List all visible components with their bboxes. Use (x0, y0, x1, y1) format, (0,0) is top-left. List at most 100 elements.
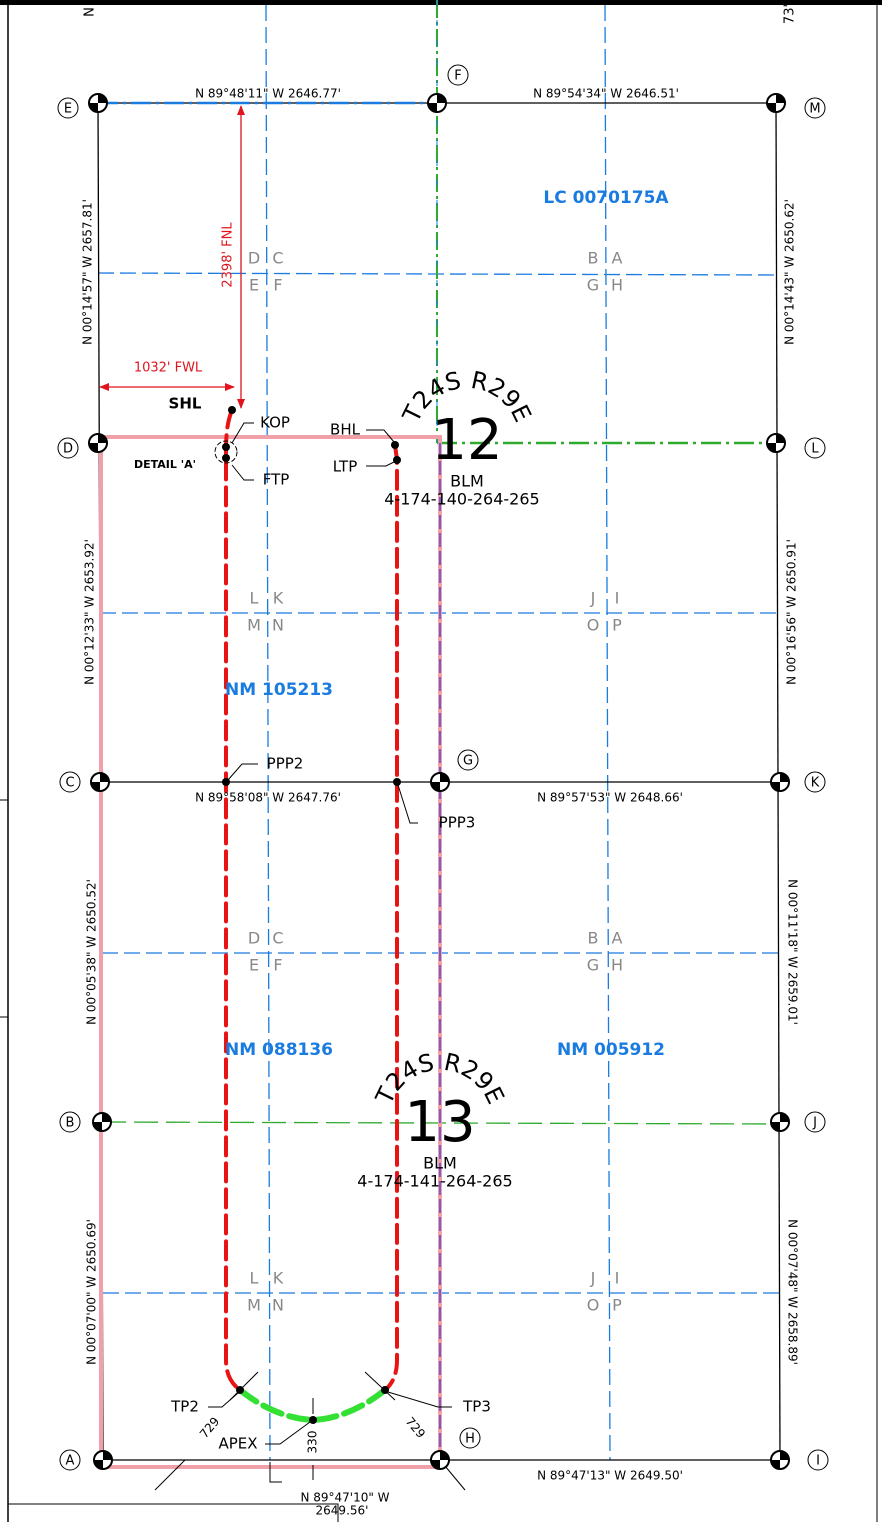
corner-label: H (465, 1432, 475, 1447)
point-label: PPP3 (439, 814, 476, 832)
point-label: PPP2 (267, 755, 304, 773)
corner-ring (459, 1427, 481, 1449)
quarter-label: C (272, 929, 283, 948)
monument (430, 1450, 450, 1470)
section-number: 12 (431, 408, 502, 473)
monument-fill (771, 773, 789, 791)
quarter-label: D (248, 249, 260, 268)
section-number: 13 (404, 1090, 475, 1155)
bearing-label: N 89°48'11" W 2646.77' (195, 87, 341, 101)
well-paths (214, 408, 399, 1424)
bearing-label: N 89°47'13" W 2649.50' (537, 1469, 683, 1483)
quarter-label: L (250, 1269, 259, 1288)
point-label: LTP (333, 458, 358, 476)
offset-label: 330 (306, 1431, 320, 1454)
quarter-label: O (587, 1296, 600, 1315)
corner-label: M (809, 102, 820, 117)
quarter-label: B (588, 249, 599, 268)
bearing-label: N 00°07'48" W 2658.89' (786, 1219, 800, 1365)
monument-fill (771, 1113, 789, 1131)
bearing-label: N 00°16'56" W 2650.91' (785, 539, 799, 685)
quarter-label: I (615, 589, 620, 608)
edge-label: N (83, 7, 98, 17)
dimension-lines (99, 105, 245, 409)
monument-fill (428, 94, 446, 112)
bearing-label: N 00°14'57" W 2657.81' (81, 199, 95, 345)
quarter-label: P (612, 1296, 622, 1315)
corner-label: D (63, 442, 73, 457)
monument-fill (431, 1451, 449, 1469)
bearing-label: N 89°58'08" W 2647.76' (195, 791, 341, 805)
quarter-label: L (250, 589, 259, 608)
quarter-label: E (249, 276, 259, 295)
corner-label: L (811, 442, 819, 457)
point-label: TP2 (170, 1398, 199, 1416)
lease-label: NM 105213 (225, 680, 333, 700)
corner-ring (59, 1111, 81, 1133)
quarter-label: M (247, 1296, 261, 1315)
corner-label: K (811, 776, 820, 791)
monument-fill (767, 94, 785, 112)
offset-label: 729 (403, 1414, 428, 1441)
corner-ring (57, 437, 79, 459)
corner-ring (807, 1449, 829, 1471)
monument (766, 433, 786, 453)
bearing-label: 2649.56' (316, 1504, 369, 1518)
section-id: 4-174-140-264-265 (384, 490, 539, 509)
quarter-label: K (273, 589, 284, 608)
dimension-label: 2398' FNL (221, 222, 236, 288)
lease-label: LC 0070175A (543, 188, 669, 208)
monument-fill (89, 94, 107, 112)
quarter-label: J (590, 1269, 596, 1288)
dimension-label: 1032' FWL (134, 361, 203, 376)
bearing-label: N 00°14'43" W 2650.62' (783, 199, 797, 345)
monument-fill (91, 773, 109, 791)
quarter-label: K (273, 1269, 284, 1288)
corner-ring (804, 1111, 826, 1133)
monument-fill (93, 1113, 111, 1131)
corner-label: C (65, 776, 74, 791)
corner-ring (447, 64, 469, 86)
leaders (154, 422, 466, 1491)
quarter-label: F (273, 276, 282, 295)
lease-label: NM 005912 (557, 1040, 665, 1060)
bearing-label: N 89°57'53" W 2648.66' (537, 791, 683, 805)
quarter-label: N (272, 616, 284, 635)
quarter-label: J (590, 589, 596, 608)
section-agency: BLM (450, 472, 484, 491)
monument (92, 1112, 112, 1132)
corner-ring (57, 97, 79, 119)
bearing-label: N 00°11'18" W 2659.01' (786, 879, 800, 1025)
corner-label: A (66, 1454, 75, 1469)
point-label: KOP (260, 414, 290, 432)
corner-ring (804, 771, 826, 793)
bearing-label: N 89°54'34" W 2646.51' (533, 87, 679, 101)
quarter-label: D (248, 929, 260, 948)
point-label: BHL (330, 421, 361, 439)
point-label: DETAIL 'A' (134, 458, 196, 471)
corner-label: I (816, 1454, 820, 1469)
corner-ring (59, 1449, 81, 1471)
point-label: APEX (218, 1435, 257, 1453)
bearing-label: N 00°12'33" W 2653.92' (83, 539, 97, 685)
quarter-label: A (612, 929, 623, 948)
quarter-label: P (612, 616, 622, 635)
monument (766, 93, 786, 113)
monument-fill (771, 1451, 789, 1469)
quarter-label: H (611, 956, 623, 975)
frame-box (7, 1503, 339, 1522)
monument (93, 1450, 113, 1470)
corner-label: E (64, 102, 72, 117)
bearing-label: N 00°07'00" W 2650.69' (85, 1219, 99, 1365)
quarter-label: C (272, 249, 283, 268)
section-lines (97, 0, 781, 1469)
quarter-label: G (587, 956, 599, 975)
section-id: 4-174-141-264-265 (357, 1172, 512, 1191)
lease-label: NM 088136 (225, 1040, 333, 1060)
monument (88, 433, 108, 453)
bearing-label: N 00°05'38" W 2650.52' (85, 879, 99, 1025)
corner-label: F (454, 69, 461, 84)
point-label: SHL (169, 395, 202, 413)
monument-fill (94, 1451, 112, 1469)
